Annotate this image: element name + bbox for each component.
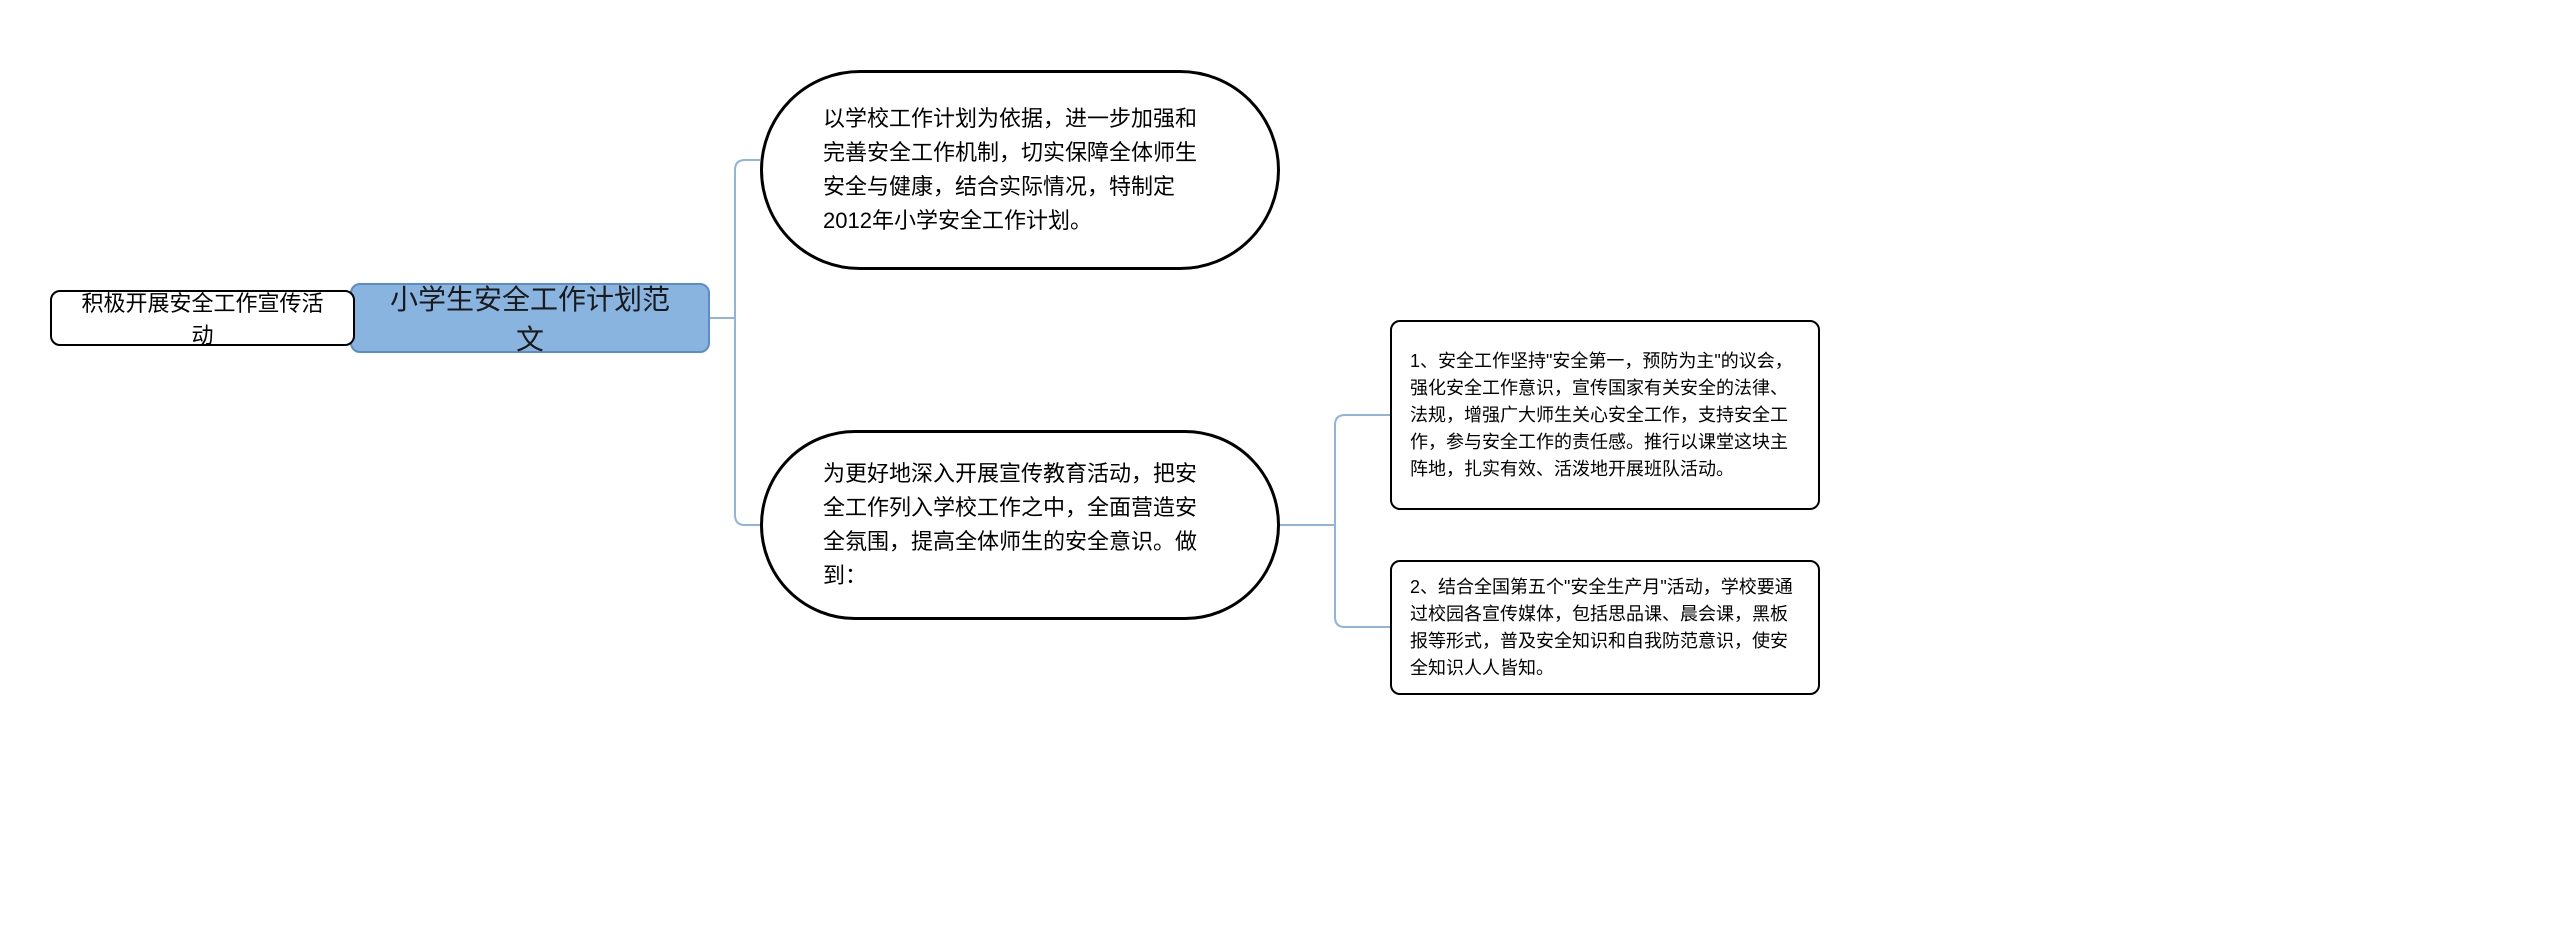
left-child-label: 积极开展安全工作宣传活动	[74, 286, 331, 350]
detail-node-1[interactable]: 1、安全工作坚持"安全第一，预防为主"的议会，强化安全工作意识，宣传国家有关安全…	[1390, 320, 1820, 510]
detail-node-2[interactable]: 2、结合全国第五个"安全生产月"活动，学校要通过校园各宣传媒体，包括思品课、晨会…	[1390, 560, 1820, 695]
connector-layer	[0, 0, 2560, 929]
detail-1-text: 1、安全工作坚持"安全第一，预防为主"的议会，强化安全工作意识，宣传国家有关安全…	[1410, 348, 1800, 483]
left-child-node[interactable]: 积极开展安全工作宣传活动	[50, 290, 355, 346]
root-label: 小学生安全工作计划范文	[380, 278, 680, 358]
detail-2-text: 2、结合全国第五个"安全生产月"活动，学校要通过校园各宣传媒体，包括思品课、晨会…	[1410, 574, 1800, 682]
capsule-2-text: 为更好地深入开展宣传教育活动，把安全工作列入学校工作之中，全面营造安全氛围，提高…	[823, 457, 1217, 593]
edge-capsule2-detail1	[1335, 415, 1390, 525]
capsule-node-2[interactable]: 为更好地深入开展宣传教育活动，把安全工作列入学校工作之中，全面营造安全氛围，提高…	[760, 430, 1280, 620]
capsule-node-1[interactable]: 以学校工作计划为依据，进一步加强和完善安全工作机制，切实保障全体师生安全与健康，…	[760, 70, 1280, 270]
root-node[interactable]: 小学生安全工作计划范文	[350, 283, 710, 353]
edge-root-capsule1	[735, 160, 760, 318]
edge-capsule2-detail2	[1335, 525, 1390, 627]
edge-root-capsule2	[735, 318, 760, 525]
capsule-1-text: 以学校工作计划为依据，进一步加强和完善安全工作机制，切实保障全体师生安全与健康，…	[823, 102, 1217, 238]
